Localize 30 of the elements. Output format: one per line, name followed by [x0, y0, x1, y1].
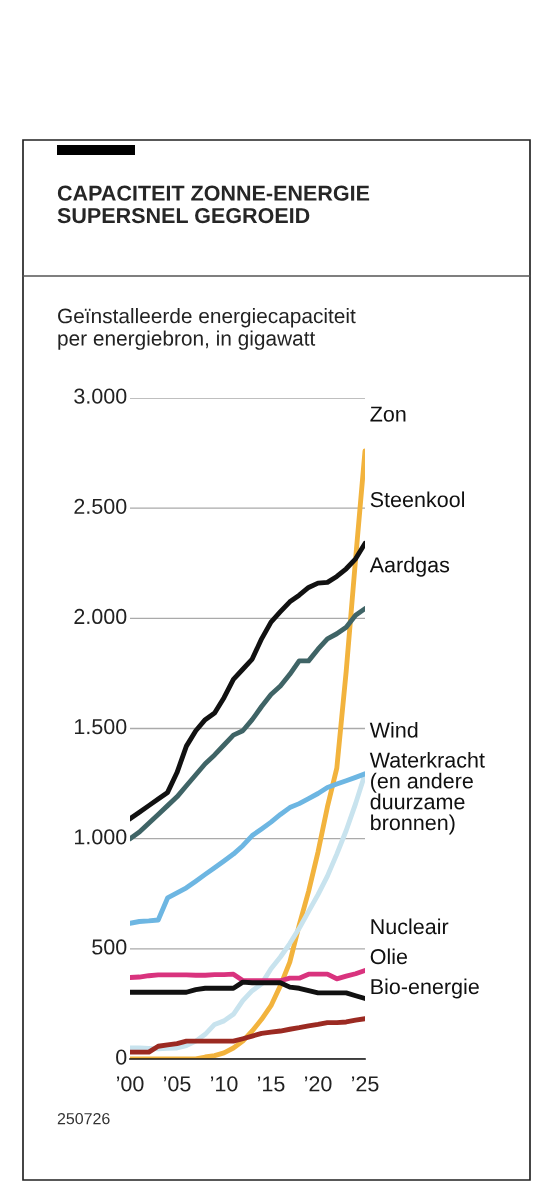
- y-tick-label: 3.000: [74, 388, 127, 404]
- series-label: Zon: [370, 406, 406, 422]
- series-label: Steenkool: [370, 491, 465, 508]
- x-tick-label: ’10: [210, 1076, 238, 1092]
- chart-subtitle: Geïnstalleerde energiecapaciteit per energiebron, in gigawatt: [58, 308, 356, 350]
- y-tick-label: 1.000: [75, 829, 127, 845]
- text: 250726: [57, 1112, 110, 1125]
- series-label: Aardgas: [369, 556, 450, 577]
- series-label: Wind: [369, 721, 418, 738]
- line-series: [130, 540, 365, 822]
- x-tick-label: ’00: [116, 1076, 144, 1092]
- x-tick-label: ’15: [257, 1076, 285, 1092]
- series-label: Waterkracht (en andere duurzame bronnen): [369, 751, 485, 835]
- line-series: [130, 606, 365, 842]
- series-label: Nucleair: [371, 918, 449, 935]
- series-label: Olie: [370, 948, 408, 965]
- y-tick-label: 1.500: [75, 719, 127, 735]
- y-tick-label: 500: [92, 939, 127, 955]
- line-series: [130, 979, 365, 1001]
- y-tick-label: 0: [116, 1049, 127, 1065]
- line-series: [130, 448, 365, 1059]
- y-tick-label: 2.000: [74, 608, 127, 625]
- series-label: Bio-energie: [371, 978, 479, 999]
- line-series: [130, 1016, 365, 1055]
- x-tick-label: ’20: [304, 1076, 332, 1092]
- x-tick-label: ’25: [351, 1076, 379, 1092]
- y-tick-label: 2.500: [74, 498, 127, 514]
- chart-title: CAPACITEIT ZONNE-ENERGIE SUPERSNEL GEGROEID: [57, 185, 370, 224]
- line-series: [130, 771, 365, 926]
- x-tick-label: ’05: [163, 1076, 191, 1092]
